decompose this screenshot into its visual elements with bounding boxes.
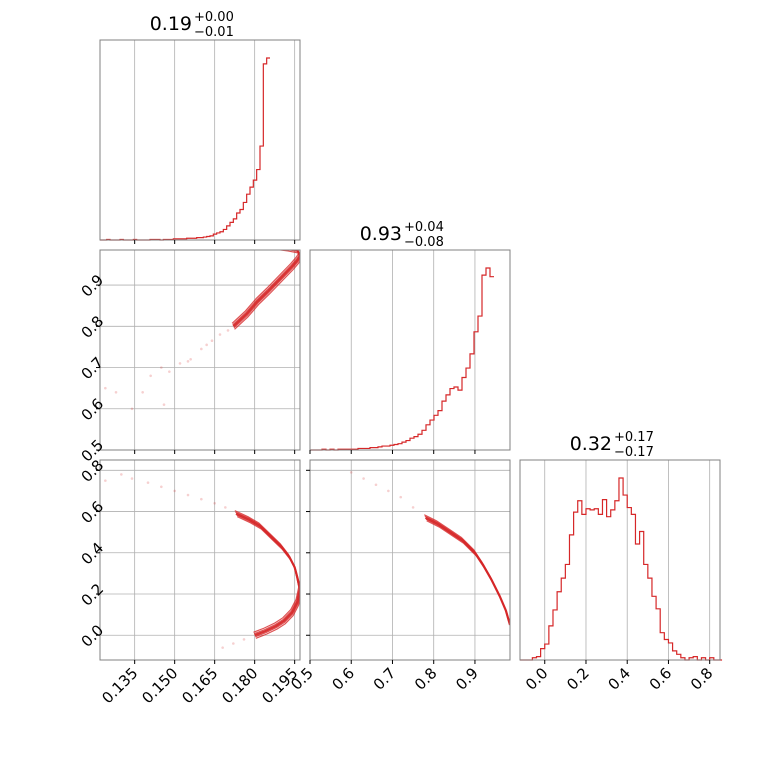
histogram-title-value: 0.19 — [150, 13, 192, 35]
sample-point — [349, 471, 353, 474]
panel-frame — [99, 39, 301, 241]
x-tick-label: 0.180 — [218, 664, 261, 707]
x-tick-label: 0.4 — [604, 664, 634, 694]
histogram-title-plus: +0.17 — [614, 430, 654, 445]
sample-point — [224, 506, 227, 509]
contour-line — [425, 518, 510, 627]
contour-line — [234, 250, 300, 330]
histogram-step-line — [520, 477, 723, 661]
panel-frame — [309, 459, 511, 661]
contour-line — [232, 250, 300, 328]
y-tick-label: 0.7 — [78, 353, 108, 383]
histogram-step-line — [310, 267, 494, 451]
sample-point — [141, 390, 144, 394]
sample-point — [218, 333, 222, 336]
contour-line — [424, 515, 510, 624]
contour-line — [236, 516, 300, 639]
sample-point — [146, 481, 150, 484]
sample-point — [160, 366, 163, 369]
y-tick-label: 0.4 — [78, 539, 108, 569]
sample-point — [130, 477, 134, 480]
sample-point — [104, 386, 107, 390]
sample-point — [362, 477, 365, 480]
contour-line — [232, 250, 300, 326]
x-tick-label: 0.165 — [178, 664, 221, 707]
contour-line — [231, 250, 300, 324]
sample-point — [213, 501, 216, 505]
sample-point — [173, 489, 176, 493]
x-tick-label: 0.135 — [98, 664, 141, 707]
sample-point — [232, 642, 235, 645]
histogram-title-value: 0.93 — [360, 223, 402, 245]
sample-point — [399, 495, 403, 499]
panel-frame — [309, 249, 511, 451]
histogram-step-line — [100, 57, 270, 241]
sample-point — [387, 489, 390, 493]
x-tick-label: 0.8 — [687, 664, 717, 694]
sample-point — [178, 362, 182, 365]
sample-point — [114, 390, 118, 394]
sample-point — [162, 403, 166, 406]
x-tick-label: 0.2 — [563, 664, 593, 694]
sample-point — [210, 339, 214, 343]
sample-point — [200, 497, 203, 501]
x-tick-label: 0.0 — [522, 664, 552, 694]
y-tick-label: 0.6 — [78, 395, 108, 425]
x-tick-label: 0.150 — [138, 664, 181, 707]
sample-point — [221, 646, 224, 649]
x-tick-label: 0.8 — [411, 664, 441, 694]
sample-point — [205, 343, 208, 347]
sample-point — [411, 506, 415, 509]
sample-point — [168, 370, 171, 373]
sample-point — [149, 374, 152, 378]
y-tick-label: 0.6 — [78, 497, 108, 527]
sample-point — [189, 357, 192, 361]
histogram-title-plus: +0.04 — [404, 220, 444, 235]
contour-line — [233, 250, 300, 329]
sample-point — [120, 473, 123, 476]
contour-line — [426, 520, 510, 626]
histogram-title-value: 0.32 — [570, 433, 612, 455]
x-tick-label: 0.6 — [328, 664, 358, 694]
y-tick-label: 0.0 — [78, 621, 108, 651]
sample-point — [374, 483, 378, 487]
histogram-title-minus: −0.08 — [404, 235, 444, 250]
x-tick-label: 0.9 — [452, 664, 482, 694]
histogram-title-plus: +0.00 — [194, 10, 234, 25]
sample-point — [104, 479, 107, 482]
panel-frame — [99, 249, 301, 451]
histogram-title-minus: −0.01 — [194, 25, 234, 40]
sample-point — [200, 347, 203, 351]
y-tick-label: 0.9 — [78, 271, 108, 301]
histogram-title-minus: −0.17 — [614, 445, 654, 460]
sample-point — [226, 329, 230, 332]
x-tick-label: 0.7 — [370, 664, 400, 694]
y-tick-label: 0.8 — [78, 312, 108, 342]
sample-point — [160, 485, 163, 489]
contour-line — [423, 514, 510, 623]
sample-point — [242, 638, 246, 641]
contour-line — [424, 516, 510, 626]
sample-point — [130, 407, 134, 411]
panel-frame — [519, 459, 721, 661]
sample-point — [186, 360, 190, 363]
sample-point — [186, 493, 190, 497]
y-tick-label: 0.8 — [78, 456, 108, 486]
panel-frame — [99, 459, 301, 661]
x-tick-label: 0.6 — [646, 664, 676, 694]
y-tick-label: 0.2 — [78, 580, 108, 610]
